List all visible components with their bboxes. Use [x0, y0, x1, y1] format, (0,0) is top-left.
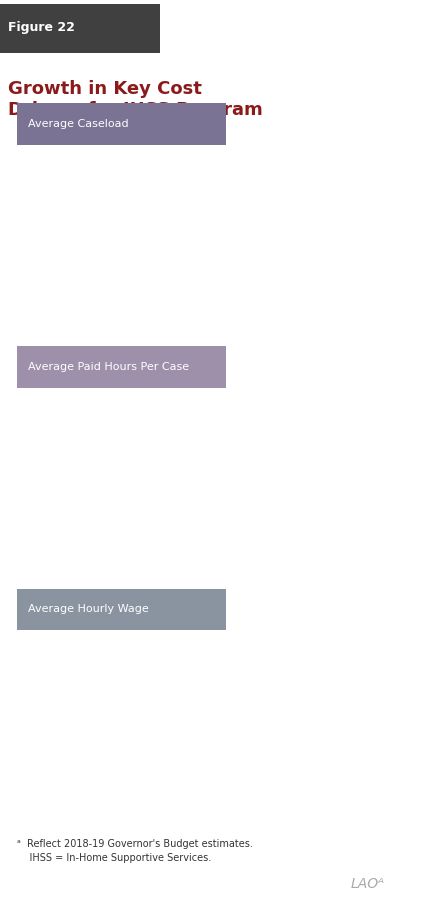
Text: LAOᴬ: LAOᴬ	[351, 877, 385, 892]
FancyBboxPatch shape	[17, 346, 226, 387]
Point	[357, 383, 364, 397]
Point	[24, 301, 30, 315]
Text: Figure 22: Figure 22	[8, 21, 75, 34]
Text: Average Caseload: Average Caseload	[29, 119, 129, 129]
Point	[357, 159, 364, 174]
Text: ᵃ  Reflect 2018-19 Governor's Budget estimates.
    IHSS = In-Home Supportive Se: ᵃ Reflect 2018-19 Governor's Budget esti…	[17, 840, 253, 863]
Text: Growth in Key Cost
Drivers for IHSS Program: Growth in Key Cost Drivers for IHSS Prog…	[8, 80, 263, 119]
Text: Average Paid Hours Per Case: Average Paid Hours Per Case	[29, 362, 189, 372]
Text: $11.37
2017-18: $11.37 2017-18	[334, 616, 378, 638]
FancyBboxPatch shape	[17, 104, 226, 145]
Text: 2018-19ᵃ
$11.87: 2018-19ᵃ $11.87	[381, 575, 421, 597]
Text: 518,511
2017-18ᵃ: 518,511 2017-18ᵃ	[334, 125, 383, 147]
Text: 2018-19ᵃ
545,180: 2018-19ᵃ 545,180	[381, 85, 421, 106]
Point	[391, 617, 397, 632]
FancyBboxPatch shape	[0, 4, 160, 54]
Point	[24, 536, 30, 551]
Text: 400,156
2007-08: 400,156 2007-08	[24, 350, 68, 372]
Point	[24, 781, 30, 795]
FancyBboxPatch shape	[17, 589, 226, 630]
Text: 86hrs
2007-08: 86hrs 2007-08	[24, 585, 68, 607]
Point	[391, 375, 397, 390]
Text: Average Hourly Wage: Average Hourly Wage	[29, 604, 149, 614]
Text: $9.34
2007-08: $9.34 2007-08	[24, 830, 68, 851]
Point	[357, 650, 364, 664]
Point	[391, 126, 397, 141]
Text: 2018-19ᵃ
108hrs: 2018-19ᵃ 108hrs	[381, 334, 421, 355]
Text: 107hrs
2017-18ᵃ: 107hrs 2017-18ᵃ	[334, 350, 383, 372]
